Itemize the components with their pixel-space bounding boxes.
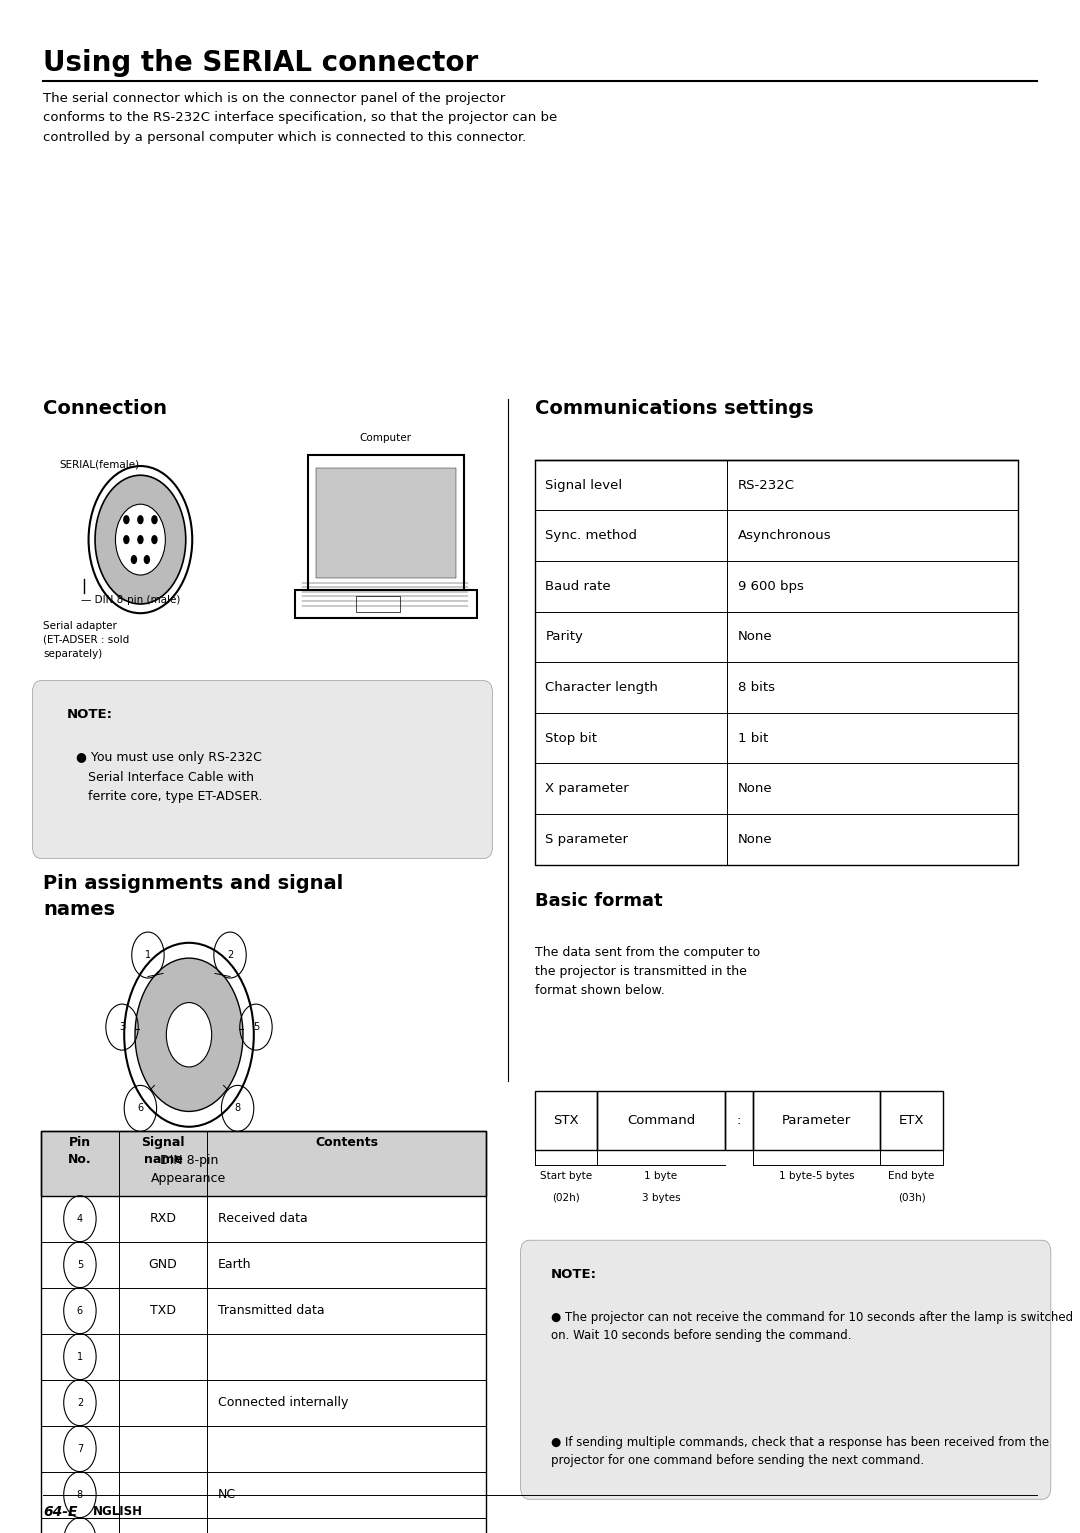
Text: Computer: Computer	[360, 432, 411, 443]
Text: (02h): (02h)	[552, 1193, 580, 1203]
Text: Contents: Contents	[315, 1136, 378, 1148]
Text: 4: 4	[77, 1214, 83, 1223]
Text: 6: 6	[137, 1104, 144, 1113]
Text: — DIN 8-pin (male): — DIN 8-pin (male)	[81, 595, 180, 606]
FancyBboxPatch shape	[32, 681, 492, 858]
Text: S parameter: S parameter	[545, 832, 629, 846]
Text: ● If sending multiple commands, check that a response has been received from the: ● If sending multiple commands, check th…	[551, 1436, 1049, 1467]
Text: Signal
name: Signal name	[141, 1136, 185, 1167]
Text: ● You must use only RS-232C
   Serial Interface Cable with
   ferrite core, type: ● You must use only RS-232C Serial Inter…	[76, 751, 262, 803]
FancyBboxPatch shape	[41, 1131, 486, 1196]
Text: Signal level: Signal level	[545, 478, 622, 492]
Text: None: None	[738, 782, 772, 796]
Circle shape	[116, 504, 165, 575]
Text: 2: 2	[227, 950, 233, 960]
Text: 8: 8	[77, 1490, 83, 1499]
Text: 2: 2	[77, 1398, 83, 1407]
Text: Connected internally: Connected internally	[218, 1397, 349, 1409]
FancyBboxPatch shape	[316, 468, 456, 578]
Text: Parameter: Parameter	[782, 1114, 851, 1127]
Text: DIN 8-pin
Appearance: DIN 8-pin Appearance	[151, 1154, 227, 1185]
Text: Stop bit: Stop bit	[545, 731, 597, 745]
Text: NOTE:: NOTE:	[551, 1268, 597, 1280]
Circle shape	[137, 535, 144, 544]
Text: None: None	[738, 832, 772, 846]
Text: 5: 5	[77, 1260, 83, 1269]
Circle shape	[137, 515, 144, 524]
Text: 1: 1	[145, 950, 151, 960]
Text: 5: 5	[253, 1023, 259, 1032]
Text: NOTE:: NOTE:	[67, 708, 113, 721]
Text: 6: 6	[77, 1306, 83, 1315]
Text: Start byte: Start byte	[540, 1171, 592, 1182]
Circle shape	[95, 475, 186, 604]
Circle shape	[144, 555, 150, 564]
Text: 3: 3	[119, 1023, 125, 1032]
Circle shape	[123, 535, 130, 544]
Text: 64-E: 64-E	[43, 1505, 78, 1519]
Text: RS-232C: RS-232C	[738, 478, 795, 492]
Text: Received data: Received data	[218, 1213, 308, 1225]
Text: Sync. method: Sync. method	[545, 529, 637, 543]
Text: NGLISH: NGLISH	[93, 1505, 143, 1518]
FancyBboxPatch shape	[295, 590, 477, 618]
Text: Pin
No.: Pin No.	[68, 1136, 92, 1167]
Text: None: None	[738, 630, 772, 644]
Text: Pin assignments and signal
names: Pin assignments and signal names	[43, 874, 343, 920]
Text: :: :	[737, 1114, 741, 1127]
Circle shape	[131, 555, 137, 564]
Text: Asynchronous: Asynchronous	[738, 529, 832, 543]
Text: TXD: TXD	[150, 1305, 176, 1317]
Text: Command: Command	[626, 1114, 696, 1127]
Text: SERIAL(female): SERIAL(female)	[59, 460, 139, 471]
Text: 8: 8	[234, 1104, 241, 1113]
Text: 1 bit: 1 bit	[738, 731, 768, 745]
Text: Using the SERIAL connector: Using the SERIAL connector	[43, 49, 478, 77]
Circle shape	[89, 466, 192, 613]
Circle shape	[123, 515, 130, 524]
Circle shape	[166, 1003, 212, 1067]
Text: RXD: RXD	[149, 1213, 176, 1225]
Text: 1: 1	[77, 1352, 83, 1361]
Text: End byte: End byte	[889, 1171, 934, 1182]
Text: Parity: Parity	[545, 630, 583, 644]
Text: The serial connector which is on the connector panel of the projector
conforms t: The serial connector which is on the con…	[43, 92, 557, 144]
Text: Communications settings: Communications settings	[535, 399, 813, 417]
Circle shape	[151, 515, 158, 524]
Text: 3 bytes: 3 bytes	[642, 1193, 680, 1203]
Text: ● The projector can not receive the command for 10 seconds after the lamp is swi: ● The projector can not receive the comm…	[551, 1311, 1072, 1341]
Text: (03h): (03h)	[897, 1193, 926, 1203]
Text: Transmitted data: Transmitted data	[218, 1305, 325, 1317]
Circle shape	[151, 535, 158, 544]
Text: Basic format: Basic format	[535, 892, 662, 911]
Text: STX: STX	[553, 1114, 579, 1127]
Text: X parameter: X parameter	[545, 782, 630, 796]
Text: GND: GND	[149, 1259, 177, 1271]
Text: 1 byte: 1 byte	[645, 1171, 677, 1182]
FancyBboxPatch shape	[521, 1240, 1051, 1499]
Text: Baud rate: Baud rate	[545, 579, 611, 593]
Text: ETX: ETX	[899, 1114, 924, 1127]
FancyBboxPatch shape	[308, 455, 464, 590]
Text: 8 bits: 8 bits	[738, 681, 774, 694]
Text: Earth: Earth	[218, 1259, 252, 1271]
Text: 1 byte-5 bytes: 1 byte-5 bytes	[779, 1171, 854, 1182]
Text: Character length: Character length	[545, 681, 659, 694]
Text: Connection: Connection	[43, 399, 167, 417]
Circle shape	[124, 943, 254, 1127]
Text: Serial adapter
(ET-ADSER : sold
separately): Serial adapter (ET-ADSER : sold separate…	[43, 621, 130, 659]
Text: 7: 7	[77, 1444, 83, 1453]
Circle shape	[135, 958, 243, 1111]
Text: NC: NC	[218, 1489, 237, 1501]
Text: The data sent from the computer to
the projector is transmitted in the
format sh: The data sent from the computer to the p…	[535, 946, 759, 996]
Text: 9 600 bps: 9 600 bps	[738, 579, 804, 593]
